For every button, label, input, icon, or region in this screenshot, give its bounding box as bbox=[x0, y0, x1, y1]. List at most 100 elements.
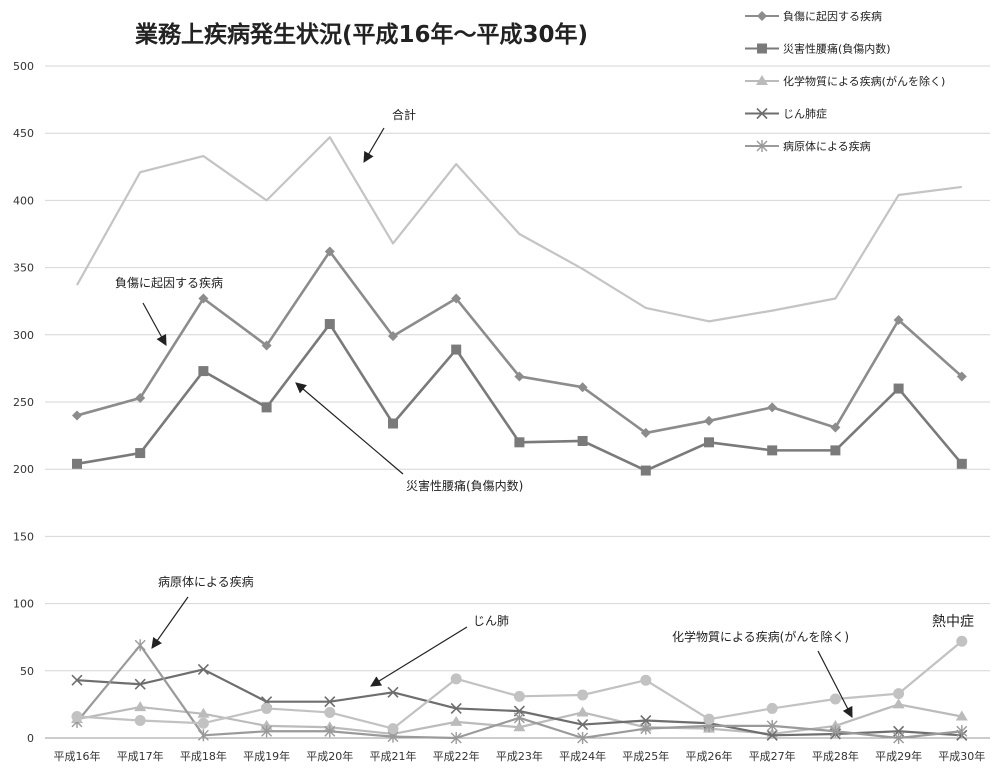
x-tick-label-9: 平成25年 bbox=[622, 749, 669, 763]
x-tick-label-14: 平成30年 bbox=[938, 749, 985, 763]
y-tick-label-150: 150 bbox=[13, 530, 34, 543]
series-5 bbox=[76, 136, 962, 323]
series-1-point-8 bbox=[577, 435, 588, 446]
series-0-point-7 bbox=[514, 371, 525, 382]
series-0-point-6 bbox=[451, 293, 462, 304]
y-tick-label-250: 250 bbox=[13, 396, 34, 409]
series-0-point-1 bbox=[135, 392, 146, 403]
series-4-point-6 bbox=[450, 732, 462, 744]
series-2-point-2 bbox=[197, 707, 210, 718]
legend-label-1: 災害性腰痛(負傷内数) bbox=[783, 42, 891, 56]
annotation-arrow-2 bbox=[295, 382, 404, 475]
x-tick-label-6: 平成22年 bbox=[433, 749, 480, 763]
series-3-point-8 bbox=[577, 718, 589, 731]
series-6 bbox=[71, 635, 968, 735]
series-4-point-4 bbox=[324, 725, 336, 738]
series-1-point-7 bbox=[514, 437, 525, 448]
series-0-point-2 bbox=[198, 293, 209, 304]
annotation-arrow-5 bbox=[817, 650, 853, 718]
series-0-point-3 bbox=[261, 340, 272, 351]
x-tick-label-2: 平成18年 bbox=[180, 749, 227, 763]
series-1-point-3 bbox=[261, 402, 272, 413]
legend-marker-0 bbox=[757, 11, 767, 21]
series-2-point-14 bbox=[955, 710, 968, 721]
series-4-point-12 bbox=[829, 725, 841, 738]
y-tick-label-300: 300 bbox=[13, 329, 34, 342]
series-1-point-0 bbox=[72, 458, 82, 469]
series-0-point-14 bbox=[956, 371, 967, 382]
x-tick-label-11: 平成27年 bbox=[749, 749, 796, 763]
series-1-point-2 bbox=[198, 366, 209, 377]
series-6-point-0 bbox=[71, 710, 83, 722]
x-tick-label-1: 平成17年 bbox=[117, 749, 164, 763]
annotation-arrow-0 bbox=[363, 127, 385, 163]
legend-label-3: じん肺症 bbox=[783, 107, 827, 121]
x-tick-label-7: 平成23年 bbox=[496, 749, 543, 763]
x-tick-label-10: 平成26年 bbox=[686, 749, 733, 763]
series-3 bbox=[71, 663, 968, 741]
legend-marker-3 bbox=[756, 107, 768, 120]
x-tick-label-3: 平成19年 bbox=[243, 749, 290, 763]
series-0-point-4 bbox=[324, 246, 335, 257]
annotation-1: 負傷に起因する疾病 bbox=[115, 275, 223, 290]
x-tick-label-5: 平成21年 bbox=[370, 749, 417, 763]
series-3-point-5 bbox=[387, 686, 399, 698]
x-tick-label-13: 平成29年 bbox=[875, 749, 922, 763]
series-1 bbox=[72, 319, 967, 476]
series-2-point-1 bbox=[134, 701, 147, 712]
series-2-point-13 bbox=[892, 698, 905, 709]
annotation-6: 熱中症 bbox=[932, 614, 974, 630]
series-3-point-0 bbox=[71, 674, 83, 686]
series-0-point-0 bbox=[72, 410, 82, 421]
legend-label-4: 病原体による疾病 bbox=[783, 139, 871, 153]
series-layer bbox=[71, 136, 968, 744]
series-0-point-13 bbox=[893, 315, 904, 326]
series-2-point-6 bbox=[450, 715, 463, 726]
series-4 bbox=[71, 639, 968, 744]
series-3-point-4 bbox=[324, 696, 336, 708]
annotation-5: 化学物質による疾病(がんを除く) bbox=[672, 629, 849, 644]
series-1-point-12 bbox=[830, 445, 841, 456]
series-1-point-6 bbox=[451, 344, 462, 355]
series-4-point-2 bbox=[197, 729, 209, 742]
annotation-0: 合計 bbox=[392, 107, 416, 122]
annotation-2: 災害性腰痛(負傷内数) bbox=[406, 478, 523, 493]
y-tick-label-200: 200 bbox=[13, 463, 34, 476]
series-line-5 bbox=[76, 136, 962, 323]
annotation-arrow-3 bbox=[151, 596, 189, 649]
series-6-point-4 bbox=[324, 706, 336, 718]
series-6-point-7 bbox=[513, 690, 525, 702]
series-0-point-9 bbox=[640, 427, 651, 438]
series-3-point-6 bbox=[450, 702, 462, 714]
x-tick-label-4: 平成20年 bbox=[306, 749, 353, 763]
series-4-point-7 bbox=[513, 711, 525, 724]
series-line-1 bbox=[76, 322, 963, 472]
y-tick-label-50: 50 bbox=[20, 665, 34, 678]
series-4-point-3 bbox=[261, 725, 273, 738]
series-1-point-9 bbox=[640, 465, 651, 476]
y-tick-label-100: 100 bbox=[13, 598, 34, 611]
series-2-point-7 bbox=[513, 721, 526, 732]
x-tick-label-0: 平成16年 bbox=[54, 749, 101, 763]
legend-marker-2 bbox=[756, 75, 768, 85]
series-6-point-3 bbox=[261, 702, 273, 714]
series-4-point-11 bbox=[766, 719, 778, 732]
series-4-point-8 bbox=[577, 732, 589, 744]
y-tick-label-400: 400 bbox=[13, 194, 34, 207]
series-0-point-12 bbox=[830, 422, 841, 433]
annotation-3: 病原体による疾病 bbox=[158, 574, 254, 589]
series-3-point-2 bbox=[197, 663, 209, 676]
series-0-point-8 bbox=[577, 382, 588, 393]
series-0 bbox=[72, 246, 967, 438]
series-0-point-5 bbox=[388, 331, 398, 342]
series-0-point-10 bbox=[704, 415, 714, 426]
series-4-point-13 bbox=[893, 732, 905, 744]
annotation-4: じん肺 bbox=[473, 614, 509, 628]
series-6-point-5 bbox=[387, 723, 399, 735]
chart-title: 業務上疾病発生状況(平成16年～平成30年) bbox=[134, 21, 588, 48]
series-3-point-9 bbox=[640, 714, 652, 727]
legend-marker-1 bbox=[757, 43, 767, 54]
